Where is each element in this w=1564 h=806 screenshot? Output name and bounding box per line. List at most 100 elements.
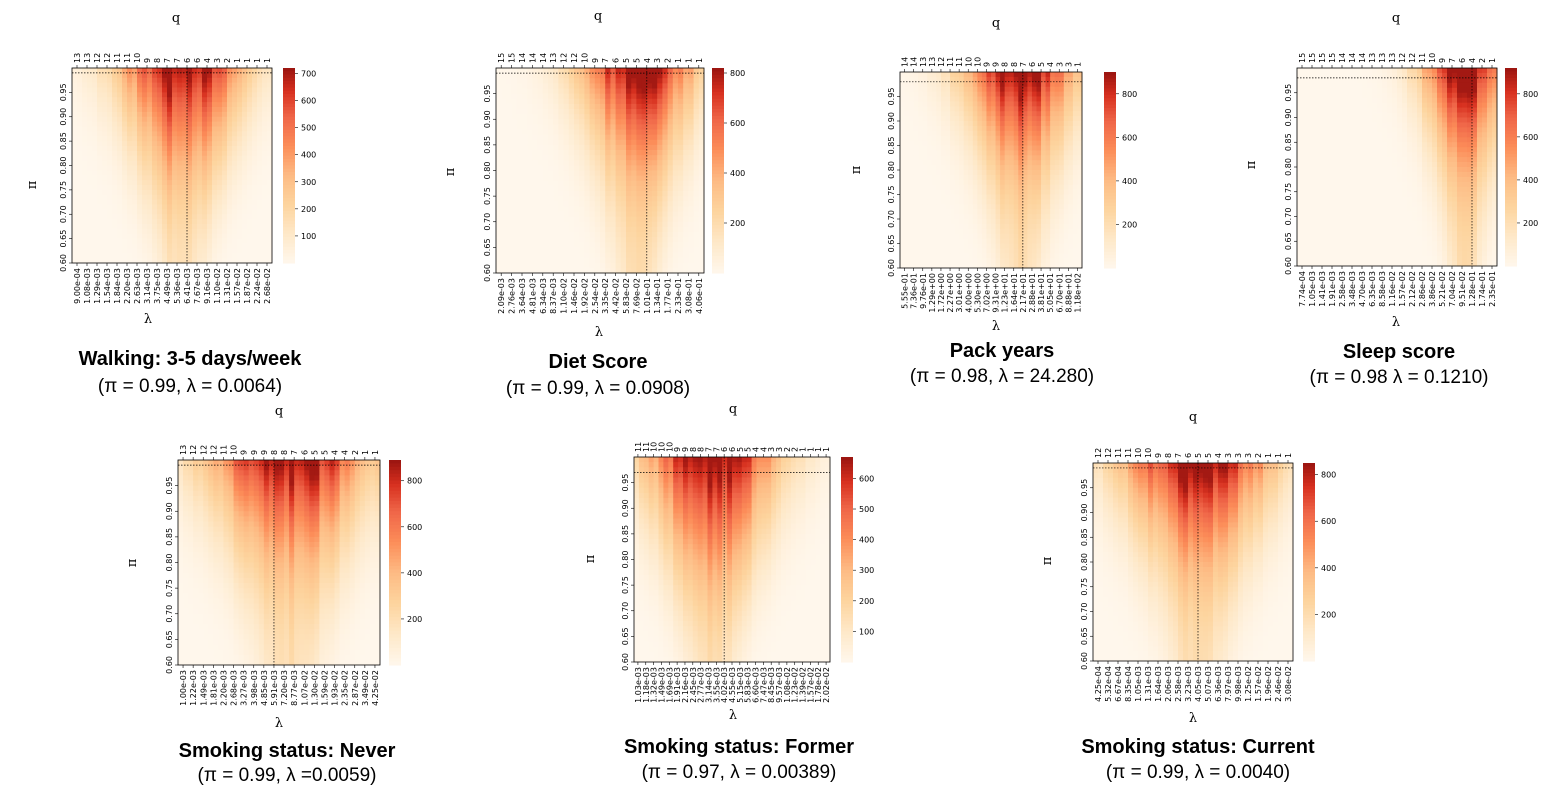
heatmap-cell [652,129,658,136]
heatmap-cell [122,116,128,123]
heatmap-cell [82,233,88,240]
heatmap-cell [548,160,554,166]
heatmap-cell [678,165,684,171]
heatmap-cell [137,121,143,127]
heatmap-cell [77,131,83,137]
heatmap-cell [237,199,243,205]
heatmap-cell [202,160,208,166]
heatmap-cell [527,237,533,243]
heatmap-cell [102,258,108,264]
heatmap-cell [122,185,128,191]
heatmap-cell [652,93,658,100]
heatmap-cell [641,185,648,192]
heatmap-cell [641,68,648,74]
heatmap-cell [122,126,128,132]
heatmap-cell [537,252,544,259]
heatmap-cell [137,150,143,157]
heatmap-cell [563,83,570,89]
heatmap-cell [142,141,148,147]
heatmap-cell [511,221,518,228]
heatmap-cell [142,219,148,225]
heatmap-cell [107,248,113,254]
heatmap-cell [72,141,78,147]
heatmap-cell [652,175,658,182]
heatmap-cell [77,180,83,186]
heatmap-cell [227,189,233,196]
heatmap-cell [82,175,88,181]
heatmap-cell [177,131,183,137]
y-tick-label: 0.95 [59,83,68,101]
heatmap-cell [267,209,273,215]
heatmap-cell [579,109,585,115]
heatmap-cell [584,262,590,269]
heatmap-cell [232,126,238,132]
heatmap-cell [97,87,103,93]
q-tick-label: 1 [233,58,242,63]
heatmap-cell [542,232,549,238]
heatmap-cell [212,72,218,79]
heatmap-cell [187,126,193,132]
heatmap-cell [548,232,554,238]
heatmap-cell [137,204,143,210]
heatmap-cell [626,88,632,95]
heatmap-cell [162,72,168,79]
heatmap-cell [553,221,559,228]
heatmap-cell [167,126,173,132]
heatmap-cell [267,97,273,103]
heatmap-cell [102,189,108,196]
heatmap-cell [553,232,559,238]
heatmap-cell [579,103,585,110]
heatmap-cell [657,226,663,233]
heatmap-cell [636,109,642,115]
heatmap-cell [574,165,580,171]
heatmap-cell [558,180,564,187]
heatmap-cell [496,98,502,105]
heatmap-cell [615,252,622,259]
heatmap-cell [162,102,168,108]
heatmap-cell [207,150,213,157]
heatmap-cell [197,68,203,74]
heatmap-cell [87,233,93,240]
heatmap-cell [257,155,263,162]
q-tick-label: 6 [183,58,192,63]
heatmap-cell [620,93,627,100]
heatmap-cell [542,88,549,95]
heatmap-cell [152,199,158,205]
heatmap-cell [542,139,549,146]
heatmap-cell [496,211,502,218]
heatmap-cell [247,258,253,264]
heatmap-cell [217,126,223,132]
heatmap-cell [579,185,585,192]
heatmap-cell [631,129,637,136]
heatmap-cell [501,201,507,207]
heatmap-cell [657,88,663,95]
heatmap-cell [187,131,193,137]
heatmap-cell [501,134,507,141]
heatmap-cell [187,253,193,259]
heatmap-cell [615,119,622,125]
heatmap-cell [610,175,616,182]
heatmap-cell [610,165,616,171]
heatmap-cell [605,232,611,238]
colorbar-step [283,253,295,257]
heatmap-cell [157,126,163,132]
heatmap-cell [574,180,580,187]
heatmap-cell [626,124,632,130]
heatmap-cell [222,189,228,196]
heatmap-cell [600,180,606,187]
heatmap-cell [222,68,228,74]
heatmap-cell [242,68,248,74]
heatmap-cell [605,98,611,105]
heatmap-cell [227,87,233,93]
heatmap-cell [207,146,213,152]
heatmap-cell [579,73,585,79]
heatmap-cell [662,109,668,115]
heatmap-cell [137,185,143,191]
heatmap-cell [167,116,173,123]
q-tick-label: 12 [103,53,112,63]
heatmap-cell [563,155,570,161]
heatmap-cell [72,248,78,254]
heatmap-cell [615,216,622,223]
heatmap-cell [92,170,98,176]
heatmap-cell [237,165,243,171]
